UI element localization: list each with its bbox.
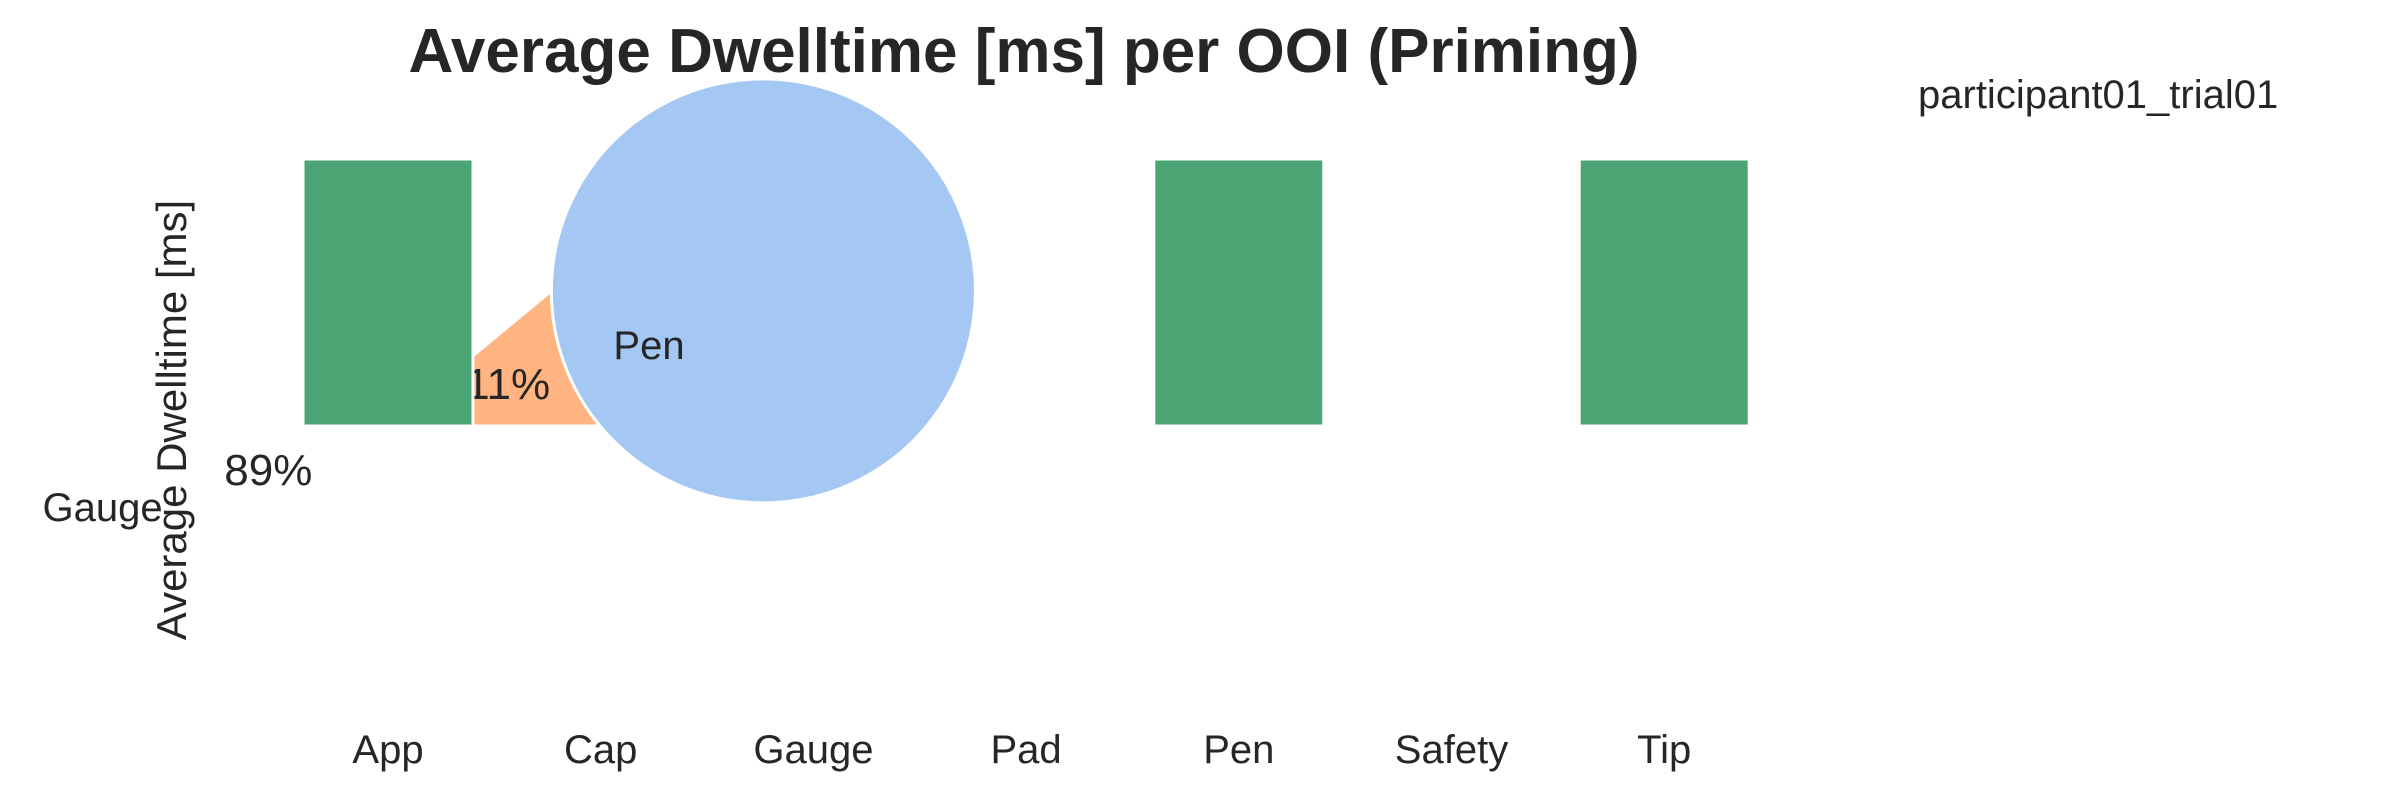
bar-pen bbox=[1152, 157, 1326, 428]
x-tick-tip: Tip bbox=[1637, 728, 1691, 772]
bar-tip bbox=[1577, 157, 1751, 428]
bar-chart bbox=[301, 157, 1751, 428]
bar-app bbox=[301, 157, 475, 428]
pie-chart: Gauge 89% Pen 11% bbox=[42, 77, 977, 530]
x-tick-pen: Pen bbox=[1203, 728, 1274, 772]
pie-percent-gauge: 89% bbox=[224, 446, 312, 495]
chart-title: Average Dwelltime [ms] per OOI (Priming) bbox=[408, 17, 1639, 86]
y-axis-label: Average Dwelltime [ms] bbox=[148, 200, 195, 640]
pie-percent-pen: 11% bbox=[465, 360, 550, 409]
pie-label-pen: Pen bbox=[613, 324, 684, 368]
x-tick-cap: Cap bbox=[564, 728, 637, 772]
x-tick-gauge: Gauge bbox=[753, 728, 873, 772]
pie-label-gauge: Gauge bbox=[42, 486, 162, 530]
x-tick-pad: Pad bbox=[991, 728, 1062, 772]
x-tick-app: App bbox=[352, 728, 423, 772]
x-tick-safety: Safety bbox=[1395, 728, 1508, 772]
x-tick-labels: App Cap Gauge Pad Pen Safety Tip bbox=[352, 728, 1691, 772]
participant-label: participant01_trial01 bbox=[1918, 73, 2278, 117]
